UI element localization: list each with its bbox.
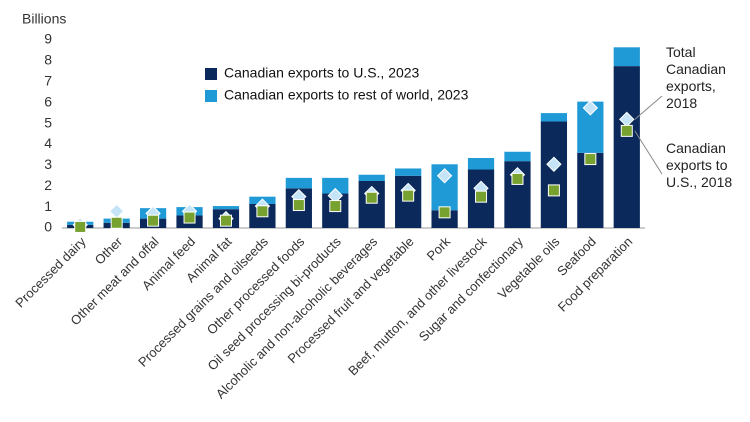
square-marker — [74, 220, 87, 233]
square-marker — [292, 199, 305, 212]
square-marker — [183, 211, 196, 224]
leader-line — [634, 130, 663, 175]
annotation: Total Canadian exports, 2018 — [666, 44, 726, 111]
square-marker — [547, 184, 560, 197]
bar-segment — [577, 152, 604, 228]
bar-segment — [322, 177, 349, 194]
legend-label: Canadian exports to rest of world, 2023 — [224, 87, 469, 103]
y-tick-label: 5 — [44, 114, 52, 130]
y-tick-label: 4 — [44, 135, 52, 151]
y-tick-label: 2 — [44, 177, 52, 193]
square-marker — [475, 190, 488, 203]
bar-segment — [431, 210, 458, 228]
bar-segment — [467, 158, 495, 170]
x-tick-label: Oil seed processing bi-products — [204, 234, 344, 374]
y-tick-label: 7 — [44, 72, 52, 88]
square-marker — [402, 189, 415, 202]
y-tick-label: 3 — [44, 156, 52, 172]
square-marker — [511, 172, 524, 185]
square-marker — [438, 206, 451, 219]
x-tick-label: Other — [92, 233, 126, 267]
y-tick-label: 6 — [44, 93, 52, 109]
square-marker — [329, 200, 342, 213]
y-tick-label: 8 — [44, 52, 52, 68]
legend-label: Canadian exports to U.S., 2023 — [224, 65, 420, 81]
bar-segment — [613, 47, 640, 67]
square-marker — [365, 191, 378, 204]
diamond-marker — [582, 100, 599, 116]
bar-segment — [358, 174, 385, 181]
x-tick-label: Processed dairy — [12, 234, 89, 311]
bar-segment — [285, 177, 312, 189]
square-marker — [620, 124, 633, 137]
leader-line — [634, 95, 663, 120]
bar-segment — [540, 121, 568, 228]
y-tick-label: 9 — [44, 31, 52, 47]
annotation: Canadian exports to U.S., 2018 — [666, 140, 733, 190]
square-marker — [256, 205, 269, 218]
diamond-marker — [436, 168, 453, 184]
bar-segment — [613, 66, 640, 228]
square-marker — [110, 216, 123, 229]
y-axis-label: Billions — [22, 11, 66, 27]
y-tick-label: 0 — [44, 219, 52, 235]
bar-segment — [540, 113, 568, 122]
bar-segment — [504, 151, 531, 162]
legend-swatch — [205, 90, 217, 102]
square-marker — [147, 214, 160, 227]
x-tick-label: Pork — [424, 234, 454, 264]
bar-segment — [395, 168, 422, 176]
square-marker — [584, 153, 597, 166]
y-tick-label: 1 — [44, 198, 52, 214]
bar-segment — [212, 206, 240, 210]
legend-swatch — [205, 68, 217, 80]
diamond-marker — [108, 203, 125, 219]
square-marker — [219, 214, 232, 227]
diamond-marker — [546, 156, 562, 172]
